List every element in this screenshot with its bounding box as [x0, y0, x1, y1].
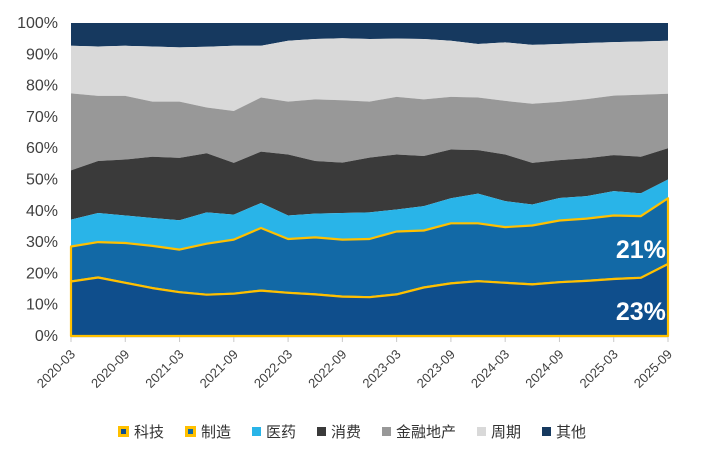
- x-axis-tick-label: 2023-09: [414, 347, 458, 391]
- area-cyclicals: [71, 38, 668, 111]
- legend-item-others: 其他: [542, 421, 586, 442]
- y-axis-tick-label: 100%: [17, 15, 58, 32]
- y-axis-tick-label: 0%: [35, 328, 58, 345]
- legend-swatch-others: [542, 427, 552, 436]
- chart-legend: 科技 制造 医药 消费 金融地产 周期 其他: [0, 421, 704, 442]
- area-tech: [69, 262, 670, 338]
- x-axis-tick-label: 2023-03: [359, 347, 403, 391]
- y-axis-tick-label: 60%: [26, 140, 58, 157]
- y-axis-tick-label: 20%: [26, 265, 58, 282]
- legend-swatch-tech: [117, 426, 129, 437]
- legend-label-cyclicals: 周期: [491, 424, 522, 441]
- area-others: [71, 23, 668, 48]
- x-axis-tick-label: 2024-03: [468, 347, 512, 391]
- area-consumer: [71, 148, 668, 221]
- y-axis-tick-label: 10%: [26, 297, 58, 314]
- x-axis-tick-label: 2021-09: [197, 347, 241, 391]
- legend-item-financials-real-estate: 金融地产: [382, 421, 456, 442]
- legend-label-others: 其他: [556, 424, 587, 441]
- x-axis-tick-label: 2021-03: [142, 347, 186, 391]
- data-label-manufacturing: 21%: [616, 236, 666, 264]
- y-axis-tick-label: 70%: [26, 109, 58, 126]
- legend-item-pharma: 医药: [251, 421, 296, 442]
- area-financials-real-estate: [71, 93, 668, 171]
- x-axis-tick-label: 2022-09: [305, 347, 349, 391]
- legend-swatch-financials-real-estate: [382, 427, 391, 436]
- legend-label-financials-real-estate: 金融地产: [396, 424, 457, 441]
- y-axis-tick-label: 40%: [26, 203, 58, 220]
- y-axis-tick-label: 80%: [26, 78, 58, 95]
- area-pharma: [71, 179, 668, 250]
- x-axis-tick-label: 2025-03: [576, 347, 620, 391]
- legend-swatch-manufacturing: [184, 426, 196, 437]
- data-label-tech: 23%: [616, 298, 666, 326]
- legend-item-manufacturing: 制造: [184, 421, 231, 442]
- y-axis-tick-label: 90%: [26, 46, 58, 63]
- x-axis-tick-label: 2020-09: [88, 347, 132, 391]
- x-axis-tick-label: 2025-09: [631, 347, 675, 391]
- legend-swatch-consumer: [316, 427, 326, 436]
- legend-label-pharma: 医药: [265, 424, 296, 441]
- x-axis-tick-label: 2022-03: [251, 347, 295, 391]
- legend-label-tech: 科技: [133, 424, 164, 441]
- x-axis-tick-label: 2024-09: [522, 347, 566, 391]
- legend-label-consumer: 消费: [330, 424, 361, 441]
- y-axis-tick-label: 50%: [26, 172, 58, 189]
- legend-item-consumer: 消费: [316, 421, 361, 442]
- legend-label-manufacturing: 制造: [200, 424, 231, 441]
- legend-item-tech: 科技: [117, 421, 164, 442]
- legend-swatch-cyclicals: [477, 427, 487, 436]
- legend-item-cyclicals: 周期: [477, 421, 521, 442]
- x-axis-tick-label: 2020-03: [34, 347, 78, 391]
- legend-swatch-pharma: [251, 427, 261, 436]
- y-axis-tick-label: 30%: [26, 234, 58, 251]
